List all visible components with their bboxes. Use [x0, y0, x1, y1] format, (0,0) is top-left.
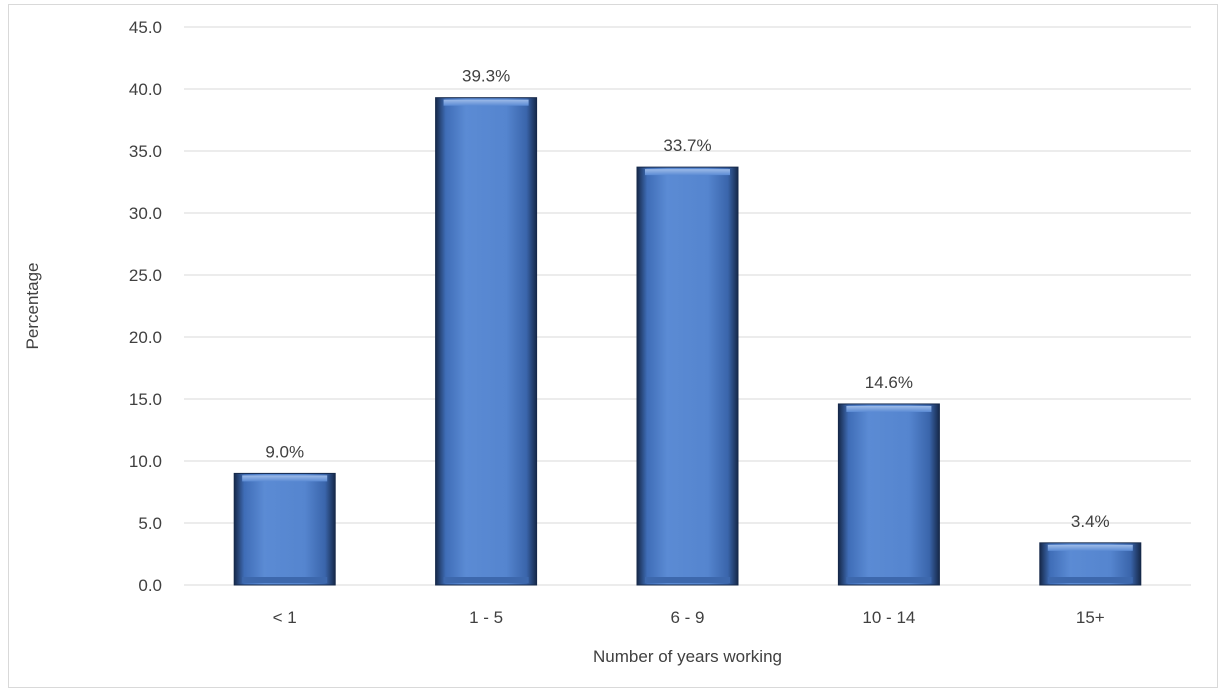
- x-tick-label: 1 - 5: [469, 608, 503, 627]
- x-axis-label: Number of years working: [593, 647, 782, 666]
- bar-body: [233, 472, 336, 586]
- bar: [435, 97, 538, 586]
- x-tick-label: < 1: [273, 608, 297, 627]
- x-tick-label: 15+: [1076, 608, 1105, 627]
- bar-body: [435, 97, 538, 586]
- bar-body: [636, 166, 739, 586]
- bar: [1039, 542, 1142, 586]
- y-tick-label: 25.0: [129, 266, 162, 285]
- y-tick-label: 5.0: [138, 514, 162, 533]
- y-tick-label: 15.0: [129, 390, 162, 409]
- bar-bevel-bottom: [846, 577, 932, 583]
- y-axis-label: Percentage: [23, 263, 42, 350]
- data-label: 14.6%: [865, 373, 913, 392]
- x-tick-label: 10 - 14: [862, 608, 915, 627]
- bar: [233, 472, 336, 586]
- y-tick-label: 35.0: [129, 142, 162, 161]
- data-labels: 9.0% 39.3% 33.7% 14.6% 3.4%: [265, 67, 1109, 531]
- y-tick-label: 10.0: [129, 452, 162, 471]
- gridlines: [184, 26, 1191, 586]
- x-tick-label: 6 - 9: [670, 608, 704, 627]
- bar: [837, 403, 940, 586]
- data-label: 3.4%: [1071, 512, 1110, 531]
- bar-bevel-top: [443, 99, 529, 106]
- bar-body: [837, 403, 940, 586]
- bar-bevel-bottom: [443, 577, 529, 583]
- y-tick-label: 0.0: [138, 576, 162, 595]
- x-axis-ticks: < 1 1 - 5 6 - 9 10 - 14 15+: [273, 608, 1105, 627]
- bar-bevel-bottom: [242, 577, 328, 583]
- y-tick-label: 40.0: [129, 80, 162, 99]
- data-label: 33.7%: [663, 136, 711, 155]
- bar-bevel-top: [645, 169, 730, 176]
- data-label: 39.3%: [462, 67, 510, 86]
- bar-bevel-top: [242, 475, 328, 482]
- bar: [636, 166, 739, 586]
- y-tick-label: 30.0: [129, 204, 162, 223]
- bar-bevel-bottom: [1047, 577, 1133, 583]
- y-tick-label: 45.0: [129, 18, 162, 37]
- y-tick-label: 20.0: [129, 328, 162, 347]
- chart-frame: [8, 4, 1218, 688]
- data-label: 9.0%: [265, 442, 304, 461]
- bar-bevel-top: [846, 405, 932, 412]
- y-axis-ticks: 0.0 5.0 10.0 15.0 20.0 25.0 30.0 35.0 40.0 45.0: [129, 18, 162, 595]
- bar-bevel-top: [1047, 544, 1133, 551]
- bar-bevel-bottom: [645, 577, 730, 583]
- bars: [233, 97, 1142, 586]
